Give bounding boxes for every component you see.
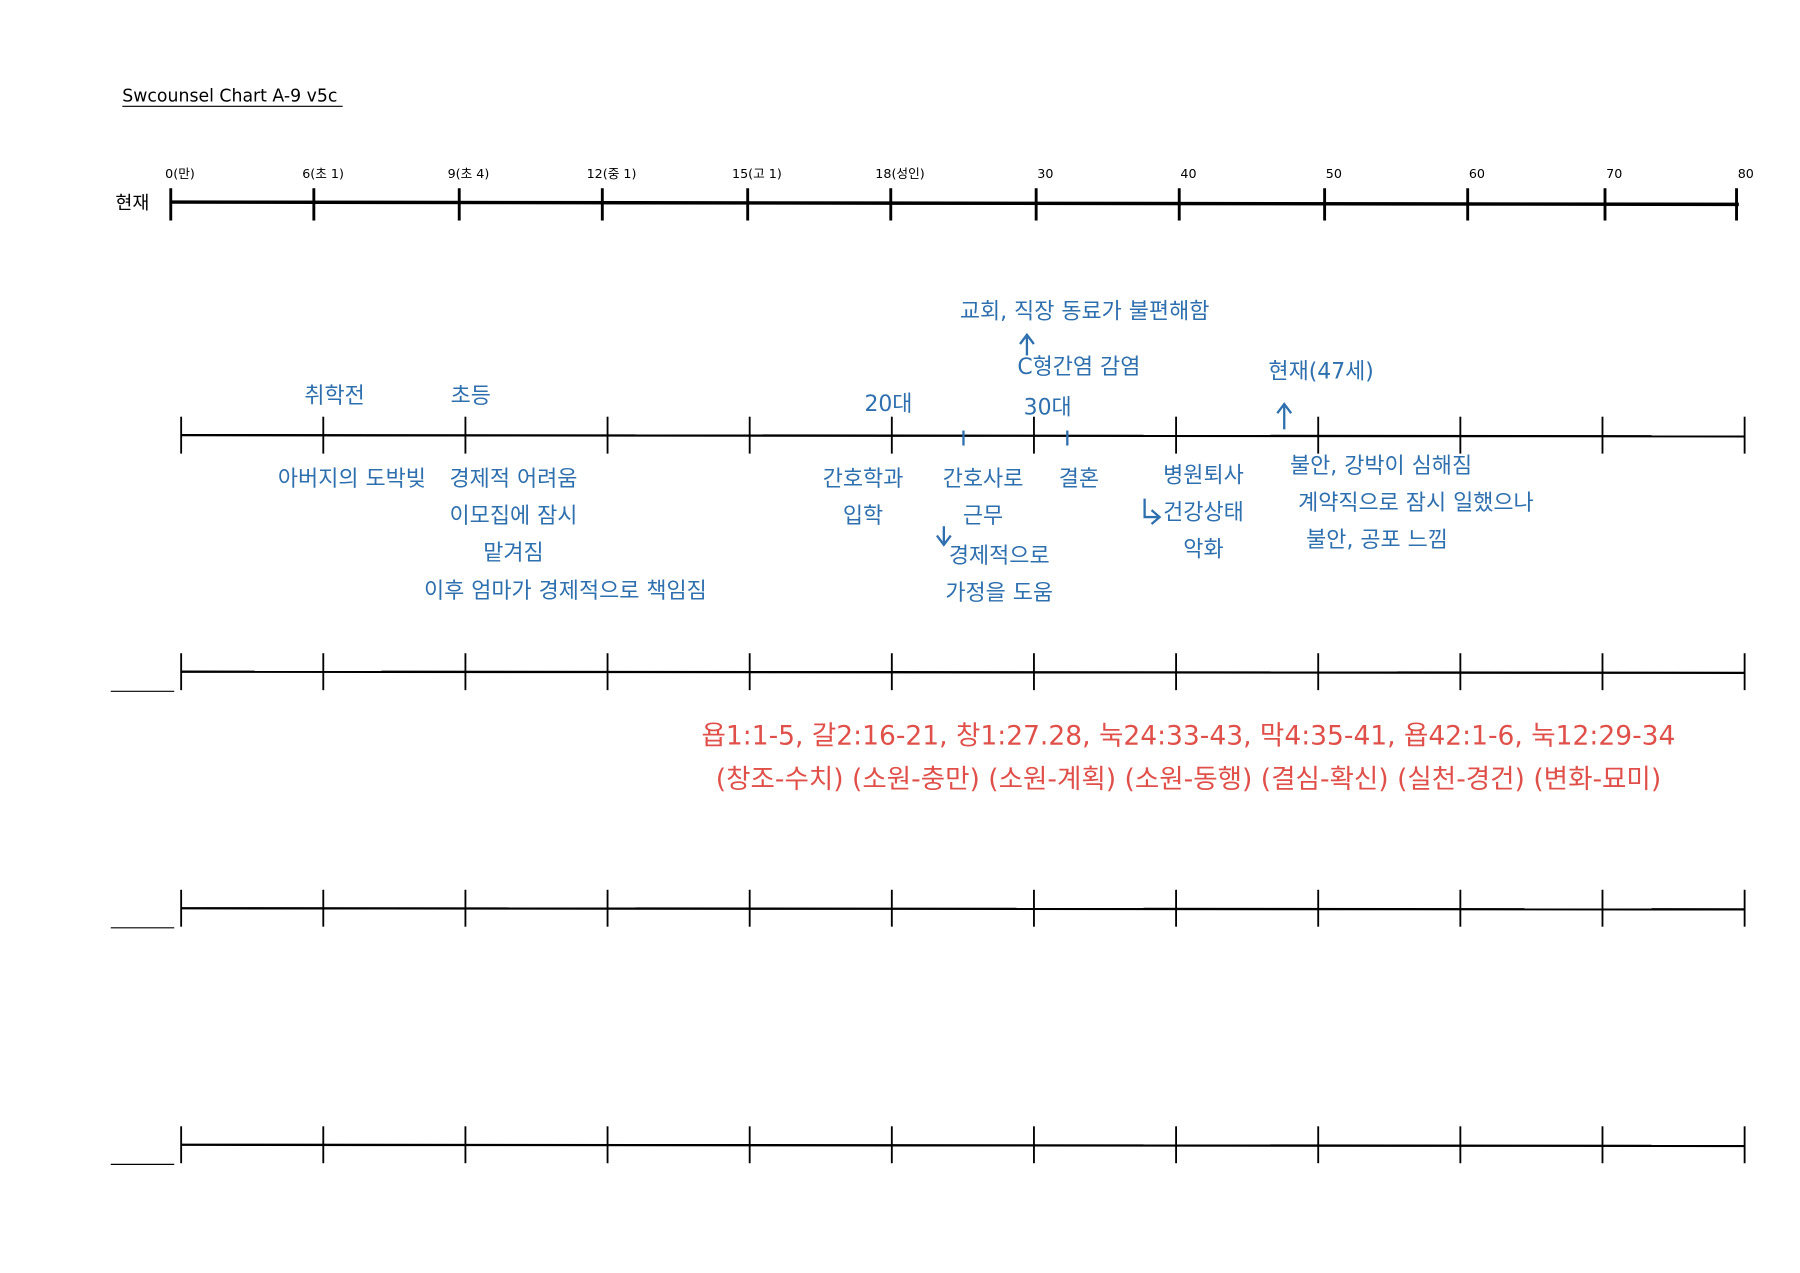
timeline-tick-label: 40 (1180, 166, 1196, 181)
timeline-axis (170, 200, 1739, 207)
handwritten-note: 아버지의 도박빚 (278, 467, 426, 492)
doc-title: Swcounsel Chart A-9 v5c (122, 87, 337, 107)
blank-timeline (181, 907, 1745, 911)
handwritten-note: 결혼 (1059, 467, 1099, 492)
timeline-tick-label: 6(초 1) (302, 166, 344, 181)
timeline-tick-label: 50 (1326, 166, 1342, 181)
handwritten-note: 입학 (843, 504, 883, 529)
timeline-tick-label: 80 (1738, 166, 1754, 181)
handwritten-note: 악화 (1183, 537, 1223, 562)
timeline-tick-label: 15(고 1) (732, 166, 782, 181)
handwritten-note: 20대 (864, 392, 912, 417)
row-label: 현재 (115, 193, 149, 214)
arrows (936, 332, 1293, 547)
handwritten-note: 건강상태 (1163, 500, 1244, 525)
handwritten-note: 가정을 도움 (945, 581, 1053, 606)
handwritten-note: 불안, 강박이 심해짐 (1290, 454, 1472, 479)
handwritten-note: 병원퇴사 (1163, 463, 1244, 488)
handwritten-note: 이모집에 잠시 (450, 504, 578, 529)
handwritten-note: 경제적 어려움 (450, 467, 578, 492)
handwritten-note: 교회, 직장 동료가 불편해함 (960, 300, 1210, 325)
blank-timeline (181, 670, 1745, 674)
timeline-tick-label: 12(중 1) (587, 166, 637, 181)
handwritten-note: C형간염 감염 (1017, 355, 1140, 380)
timeline-tick-label: 18(성인) (875, 166, 924, 181)
handwritten-note: 취학전 (304, 384, 364, 409)
timeline-tick-label: 0(만) (165, 166, 195, 181)
handwritten-note: 계약직으로 잠시 일했으나 (1298, 491, 1534, 516)
timeline-tick-label: 60 (1469, 166, 1485, 181)
handwritten-note: 30대 (1024, 395, 1072, 420)
blank-timeline (181, 1143, 1745, 1148)
handwritten-note: 초등 (451, 384, 491, 409)
timeline-tick-label: 70 (1606, 166, 1622, 181)
handwritten-note: 맡겨짐 (483, 541, 543, 566)
scripture-note: (창조-수치) (소원-충만) (소원-계획) (소원-동행) (결심-확신) … (716, 764, 1661, 795)
timeline-tick-label: 9(초 4) (448, 166, 490, 181)
handwritten-note: 간호학과 (823, 467, 904, 492)
handwritten-note: 현재(47세) (1268, 360, 1373, 385)
handwritten-note: 간호사로 (943, 467, 1024, 492)
handwritten-note: 이후 엄마가 경제적으로 책임짐 (424, 579, 707, 604)
timeline-tick-label: 30 (1037, 166, 1053, 181)
handwritten-note: 경제적으로 (949, 544, 1050, 569)
scripture-note: 욥1:1-5, 갈2:16-21, 창1:27.28, 눅24:33-43, 막… (702, 720, 1676, 751)
handwritten-note: 근무 (963, 504, 1003, 529)
handwritten-note: 불안, 공포 느낌 (1306, 528, 1448, 553)
